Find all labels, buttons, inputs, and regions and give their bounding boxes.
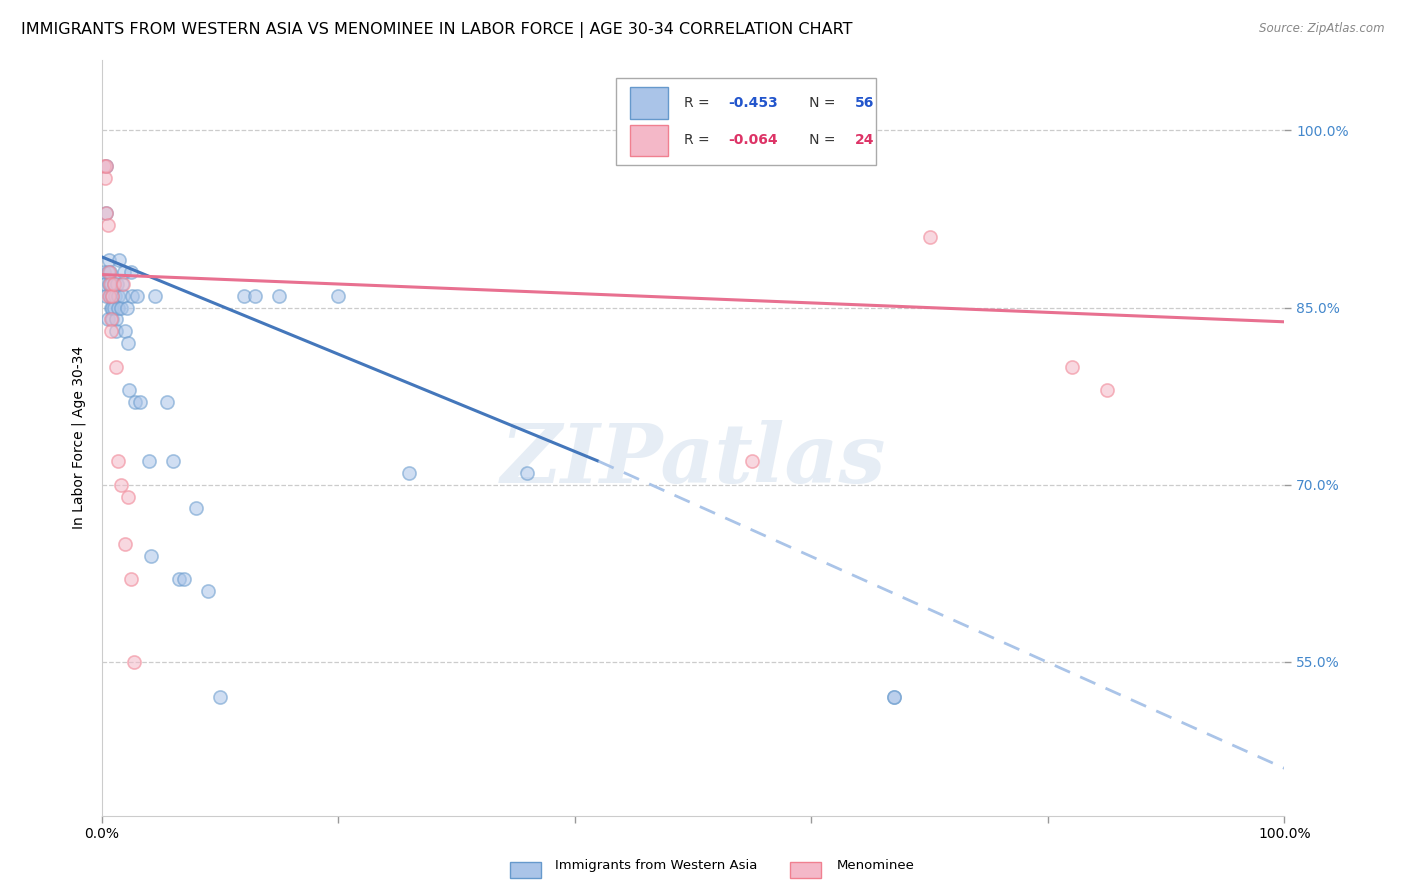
Text: R =: R = [683,134,714,147]
Text: ZIPatlas: ZIPatlas [501,420,886,500]
Text: Immigrants from Western Asia: Immigrants from Western Asia [555,859,758,872]
Point [93,265,115,279]
Point [97,289,120,303]
Point [110,477,132,491]
Point [128,395,150,409]
Point [104,359,127,374]
Text: Menominee: Menominee [837,859,914,872]
Point [103,277,125,291]
Point [127,289,149,303]
Point [120,265,142,279]
Point [97,253,120,268]
Point [741,454,763,468]
Text: R =: R = [683,95,714,110]
Point [112,265,135,279]
Point [96,206,118,220]
Point [197,584,219,599]
Text: 24: 24 [855,134,875,147]
Point [101,289,124,303]
Point [110,301,132,315]
Point [94,170,117,185]
Text: Source: ZipAtlas.com: Source: ZipAtlas.com [1260,22,1385,36]
Point [117,490,139,504]
Point [97,277,120,291]
FancyBboxPatch shape [616,78,876,165]
Point [107,289,129,303]
Point [115,301,138,315]
Point [93,159,115,173]
Point [100,301,122,315]
Point [138,454,160,468]
Point [100,324,122,338]
Point [100,277,122,291]
Point [1095,384,1118,398]
Text: -0.064: -0.064 [728,134,778,147]
Point [120,572,142,586]
Point [104,324,127,338]
Point [124,395,146,409]
Text: 56: 56 [855,95,875,110]
Point [104,312,127,326]
Point [883,690,905,705]
Point [186,501,208,516]
Point [114,537,136,551]
Point [97,218,120,232]
Point [96,159,118,173]
Point [98,265,121,279]
Point [104,289,127,303]
Point [143,289,166,303]
Point [94,277,117,291]
Point [107,301,129,315]
Point [121,289,143,303]
Point [97,265,120,279]
Point [162,454,184,468]
Point [245,289,267,303]
Point [111,277,134,291]
Point [96,159,118,173]
Point [100,312,122,326]
Point [232,289,254,303]
Point [328,289,350,303]
Point [103,301,125,315]
Point [101,312,124,326]
Point [96,206,118,220]
Point [173,572,195,586]
Point [141,549,163,563]
Point [98,277,121,291]
Point [516,466,538,480]
Point [97,312,120,326]
Point [103,277,125,291]
Point [122,655,145,669]
Point [96,289,118,303]
Point [118,384,141,398]
Y-axis label: In Labor Force | Age 30-34: In Labor Force | Age 30-34 [72,346,86,529]
Point [107,454,129,468]
Point [117,336,139,351]
Point [114,324,136,338]
Bar [630,125,668,156]
Point [1060,359,1083,374]
Text: IMMIGRANTS FROM WESTERN ASIA VS MENOMINEE IN LABOR FORCE | AGE 30-34 CORRELATION: IMMIGRANTS FROM WESTERN ASIA VS MENOMINE… [21,22,852,38]
Text: N =: N = [796,95,839,110]
Point [108,253,131,268]
Text: -0.453: -0.453 [728,95,779,110]
Point [156,395,179,409]
Point [101,301,124,315]
Point [101,289,124,303]
Point [918,229,941,244]
Point [98,289,121,303]
Point [111,289,134,303]
Point [105,277,128,291]
Bar [630,87,668,119]
Point [208,690,231,705]
Point [883,690,905,705]
Point [97,265,120,279]
Text: N =: N = [796,134,839,147]
Point [167,572,190,586]
Point [269,289,291,303]
Point [398,466,420,480]
Point [111,277,134,291]
